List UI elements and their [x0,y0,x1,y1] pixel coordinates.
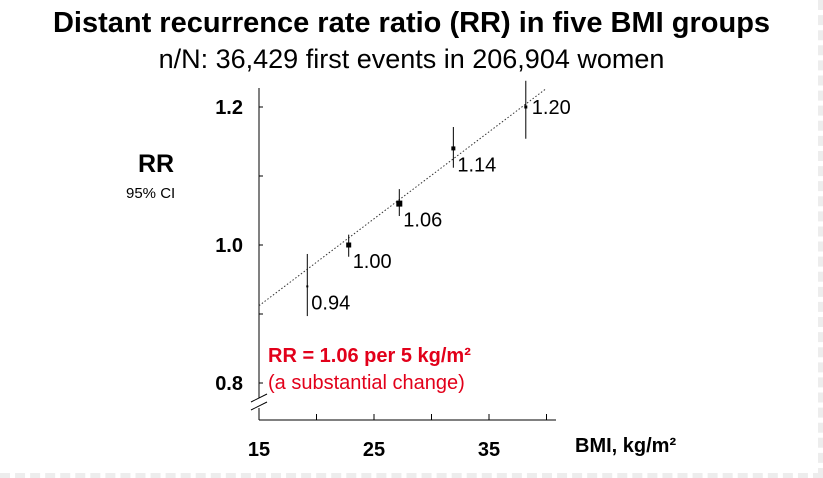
trend-line [258,87,547,307]
chart-subtitle: n/N: 36,429 first events in 206,904 wome… [158,44,665,74]
data-point [346,242,352,248]
data-label: 0.94 [311,292,350,314]
y-axis-break-mark [250,393,268,403]
x-tick-label: 25 [363,439,385,461]
y-axis-break-mark [250,401,268,411]
y-tick-label: 1.2 [215,97,243,119]
data-label: 1.06 [403,210,442,232]
data-point [396,200,403,207]
data-point [524,105,528,109]
data-marks: 0.941.00 1.06 1.14 1.20 [306,80,571,317]
y-axis-sublabel: 95% CI [126,185,176,202]
data-point [451,146,456,151]
y-tick-label: 0.8 [215,373,243,395]
annotation-rr: RR = 1.06 per 5 kg/m² [268,345,471,367]
data-label: 1.00 [353,251,392,273]
y-axis-label: RR [138,150,175,178]
trend-line-group [258,87,547,307]
x-tick-label: 35 [478,439,500,461]
chart-title: Distant recurrence rate ratio (RR) in fi… [52,7,771,39]
y-tick-label: 1.0 [215,235,243,257]
data-label: 1.20 [532,97,571,119]
data-point [306,285,309,288]
chart-axes: 0.8 1.0 1.2 15 25 35 [215,88,556,461]
x-tick-label: 15 [248,439,270,461]
x-axis-label: BMI, kg/m² [575,435,677,457]
annotation-note: (a substantial change) [268,372,465,394]
data-label: 1.14 [457,154,496,176]
